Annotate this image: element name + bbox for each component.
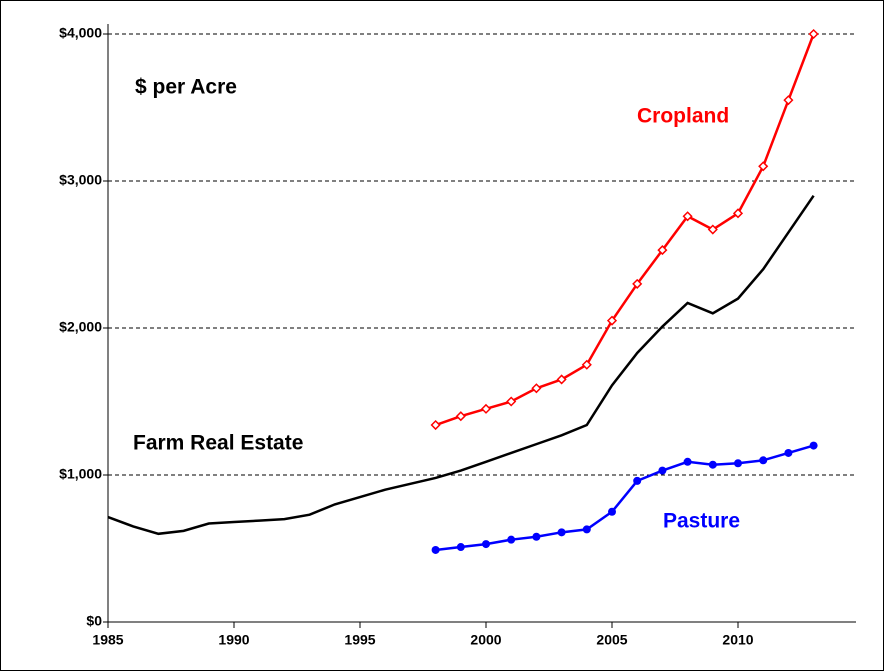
point <box>581 359 592 370</box>
point <box>531 383 542 394</box>
point <box>632 278 643 289</box>
point <box>758 161 769 172</box>
point <box>556 374 567 385</box>
x-tick-label: 2010 <box>722 632 753 648</box>
point <box>606 315 618 326</box>
y-tick-label: $1,000 <box>59 466 102 482</box>
x-tick-label: 1995 <box>344 632 375 648</box>
point <box>633 476 642 485</box>
series-label: Farm Real Estate <box>133 432 303 455</box>
point <box>532 532 541 541</box>
x-tick-label: 2000 <box>470 632 501 648</box>
point <box>658 466 667 475</box>
series-label: Cropland <box>637 105 729 128</box>
point <box>683 457 692 466</box>
y-tick-label: $4,000 <box>59 25 102 41</box>
y-tick-label: $3,000 <box>59 172 102 188</box>
series-label: Pasture <box>663 510 740 533</box>
point <box>759 456 768 465</box>
point <box>784 448 793 457</box>
point <box>557 528 566 537</box>
point <box>708 460 717 469</box>
point <box>657 245 668 256</box>
x-tick-label: 2005 <box>596 632 627 648</box>
point <box>480 403 492 414</box>
x-tick-label: 1985 <box>92 632 123 648</box>
y-tick-label: $0 <box>86 613 102 629</box>
point <box>608 507 616 516</box>
point <box>431 545 440 554</box>
point <box>682 211 693 222</box>
line-series <box>435 444 814 552</box>
x-tick-label: 1990 <box>218 632 249 648</box>
point <box>808 28 819 40</box>
point <box>506 396 517 407</box>
point <box>732 208 744 219</box>
point <box>455 411 466 422</box>
point <box>482 540 490 549</box>
point <box>734 459 742 468</box>
line-series <box>107 194 815 536</box>
point <box>456 543 465 552</box>
point <box>582 525 591 534</box>
point <box>783 95 794 106</box>
point <box>809 441 818 450</box>
y-tick-label: $2,000 <box>59 319 102 335</box>
point <box>507 535 516 544</box>
point <box>430 419 441 431</box>
line-series <box>435 33 815 427</box>
y-axis-label: $ per Acre <box>135 76 237 99</box>
point <box>707 224 718 235</box>
